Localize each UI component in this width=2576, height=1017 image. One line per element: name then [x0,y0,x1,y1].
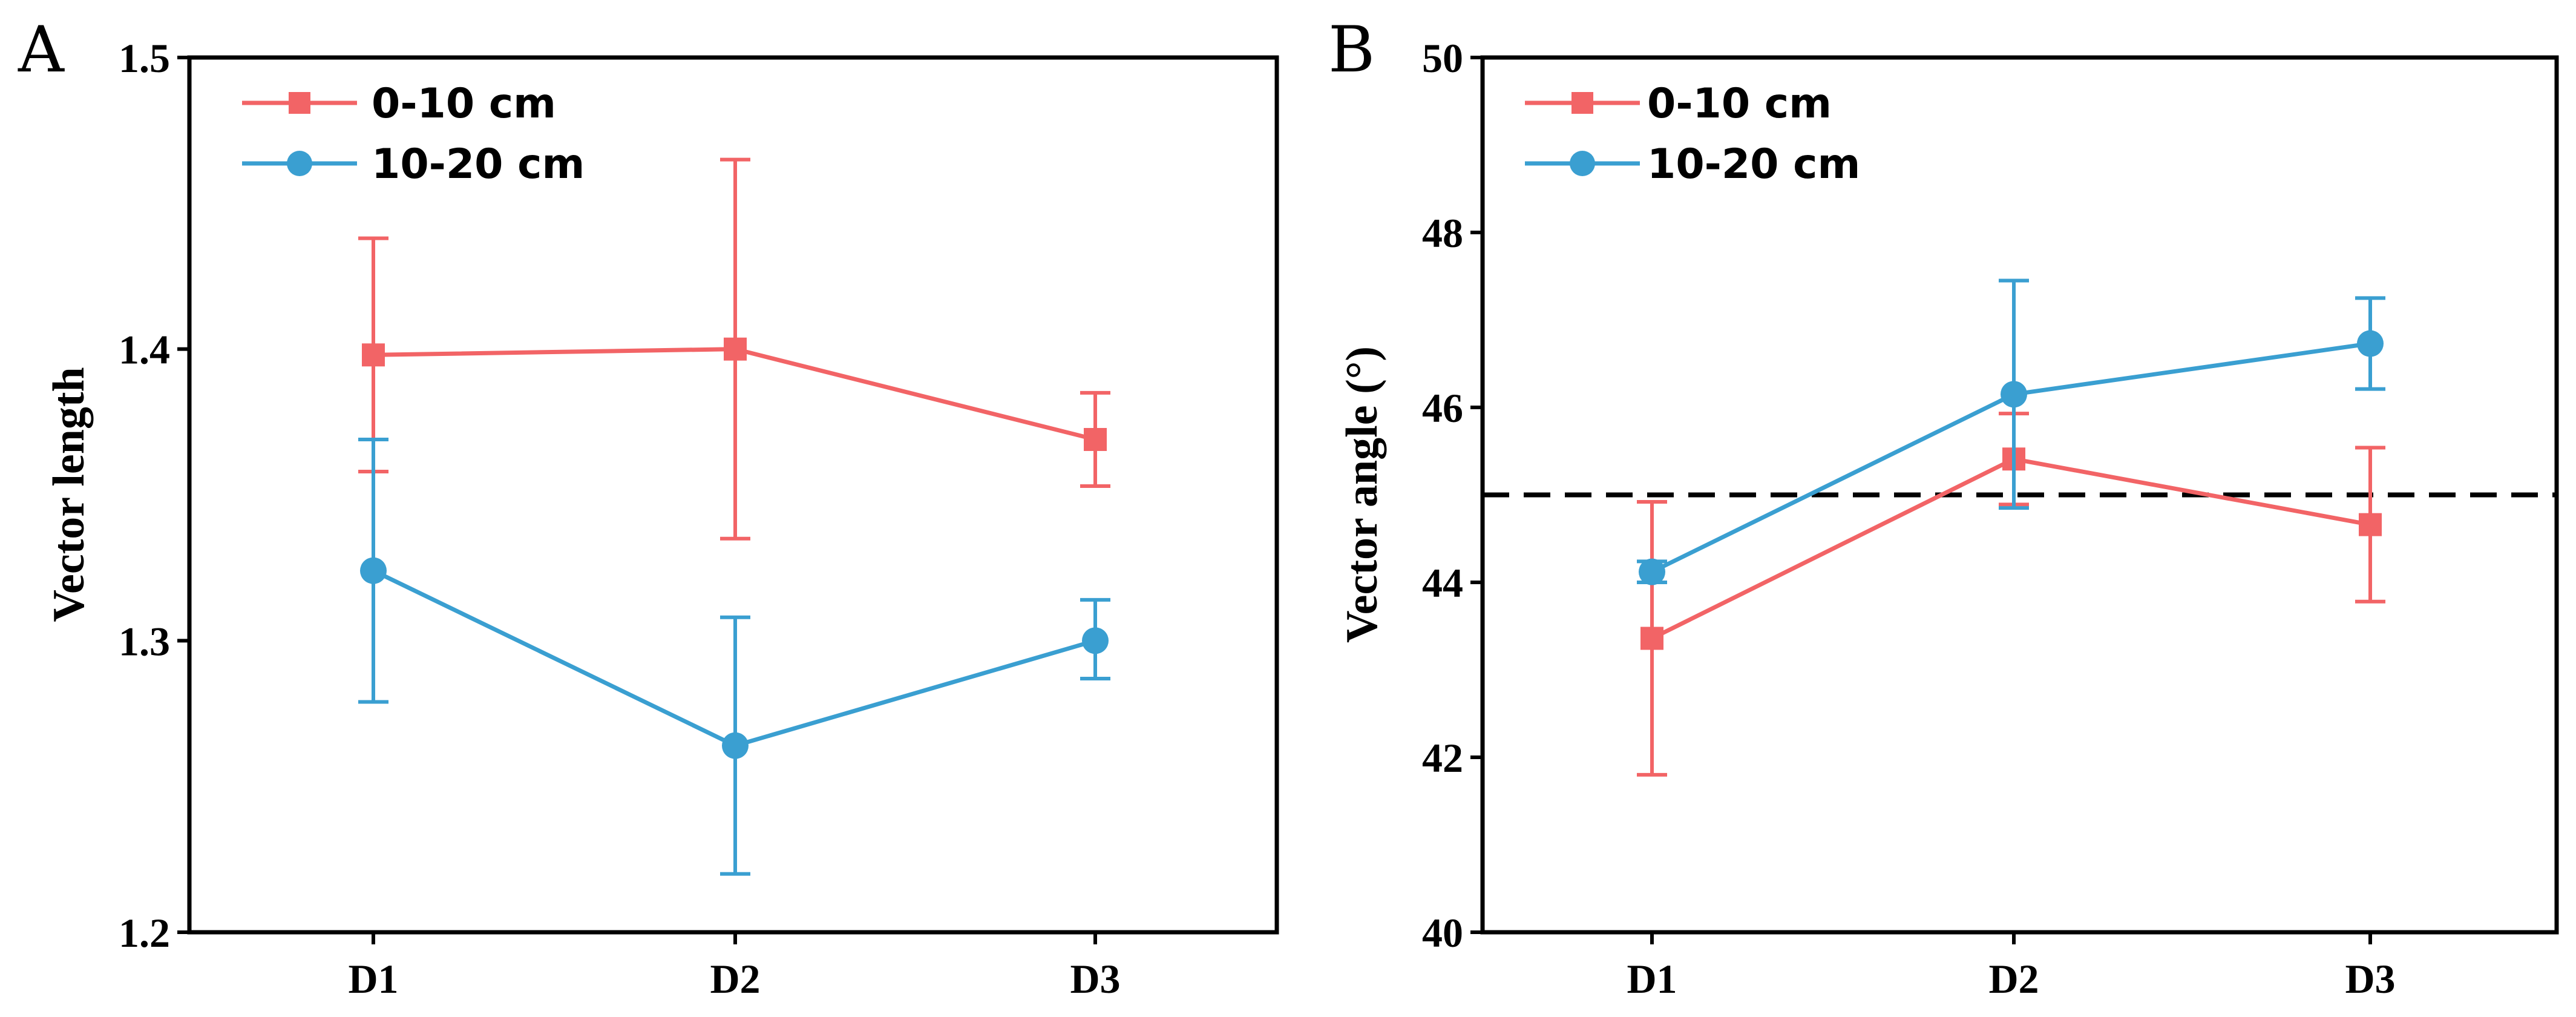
panel-b-y-tick-label: 48 [1422,210,1463,256]
panel-a-series-0-10cm-point [724,337,747,361]
panel-b-series-0-10cm [1637,412,2385,777]
panel-b-y-tick-label: 40 [1422,910,1463,956]
panel-a-x-tick-label: D3 [1070,956,1120,1002]
panel-a: A 1.2 1.3 1.4 1.5 D1 D2 D3 Vector length 0-10… [18,13,1279,1002]
panel-b-legend: 0-10 cm 10-20 cm [1525,80,1860,188]
panel-b-letter: B [1328,13,1375,87]
panel-a-y-tick-label: 1.5 [119,35,170,81]
panel-b-series-10-20cm-point [2357,330,2384,357]
panel-a-y-axis: 1.2 1.3 1.4 1.5 [119,35,189,956]
legend-label-10-20cm: 10-20 cm [372,140,585,188]
panel-a-series-10-20cm-point [722,732,749,759]
panel-a-series-0-10cm-point [362,343,385,367]
panel-b-series-10-20cm [1637,278,2385,585]
panel-b-x-tick-label: D3 [2345,956,2395,1002]
panel-b-y-tick-label: 44 [1422,560,1463,606]
legend-entry-0-10cm: 0-10 cm [242,80,556,128]
panel-a-series-0-10cm-point [1084,427,1107,451]
panel-a-y-tick-label: 1.2 [119,910,170,956]
legend-label-10-20cm: 10-20 cm [1647,140,1860,188]
panel-b-series-10-20cm-point [2001,381,2027,408]
legend-label-0-10cm: 0-10 cm [372,80,556,128]
panel-b-x-tick-label: D1 [1627,956,1677,1002]
panel-a-letter: A [18,13,65,87]
legend-entry-10-20cm: 10-20 cm [1525,140,1860,188]
legend-entry-0-10cm: 0-10 cm [1525,80,1832,128]
panel-a-series-10-20cm-point [1082,627,1109,654]
panel-b-y-axis-title: Vector angle (°) [1337,346,1387,643]
panel-a-series-10-20cm-point [360,557,387,584]
panel-a-legend: 0-10 cm 10-20 cm [242,80,585,188]
legend-circle-marker [287,151,312,176]
panel-a-series-10-20cm [358,437,1110,876]
panel-a-x-axis: D1 D2 D3 [348,932,1121,1002]
panel-a-x-tick-label: D2 [710,956,760,1002]
panel-b-y-tick-label: 46 [1422,385,1463,431]
panel-a-x-tick-label: D1 [348,956,398,1002]
panel-b-series-0-10cm-point [2359,513,2382,536]
legend-entry-10-20cm: 10-20 cm [242,140,585,188]
panel-b-series-0-10cm-line [1651,456,2371,640]
panel-a-series-0-10cm [358,157,1110,541]
legend-circle-marker [1570,151,1595,176]
panel-b-x-tick-label: D2 [1988,956,2039,1002]
panel-a-plot-frame [187,55,1279,935]
panel-a-y-tick-label: 1.4 [119,327,170,373]
panel-b-y-tick-label: 42 [1422,735,1463,781]
legend-label-0-10cm: 0-10 cm [1647,80,1832,128]
panel-b-plot-layer [1483,278,2557,777]
panel-b-y-axis: 40 42 44 46 48 50 [1422,35,1483,956]
panel-a-plot-layer [358,157,1110,876]
legend-square-marker [289,92,310,114]
panel-a-y-tick-label: 1.3 [119,618,170,664]
legend-square-marker [1571,92,1593,114]
panel-b: B 40 42 44 46 48 50 D1 D2 D3 Vector angle (°) 0… [1328,13,2559,1002]
panel-b-plot-frame [1480,55,2559,935]
panel-a-y-axis-title: Vector length [44,367,94,622]
panel-b-x-axis: D1 D2 D3 [1627,932,2396,1002]
panel-b-y-tick-label: 50 [1422,35,1463,81]
panel-b-series-0-10cm-point [1640,627,1663,650]
panel-b-series-10-20cm-point [1639,558,1665,585]
